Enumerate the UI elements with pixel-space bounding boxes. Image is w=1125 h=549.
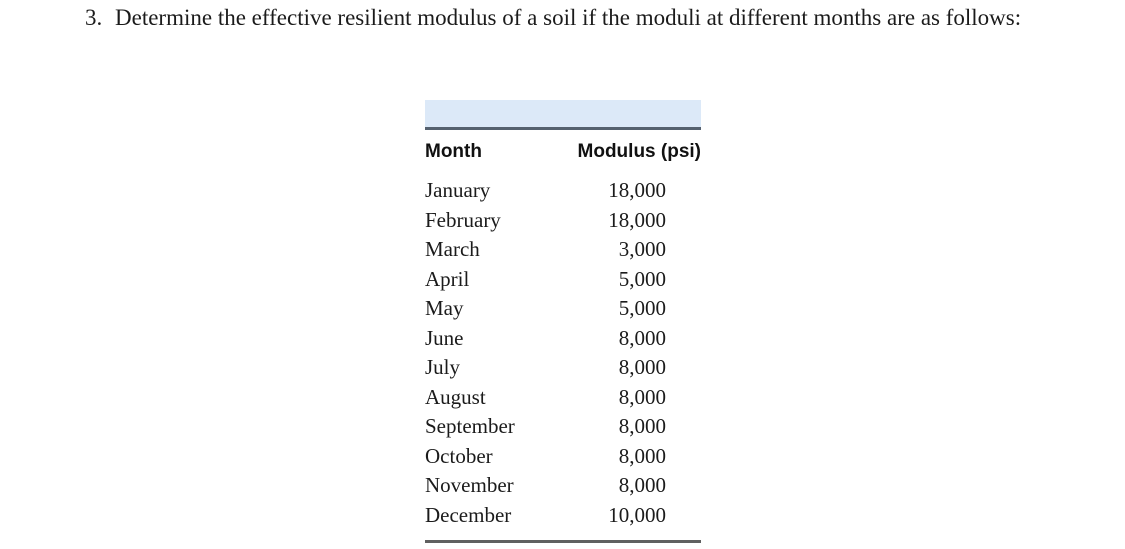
modulus-cell: 5,000: [618, 266, 666, 291]
modulus-cell: 18,000: [608, 207, 666, 232]
table-row: February 18,000: [425, 206, 701, 236]
month-cell: December: [425, 502, 512, 527]
problem-number: 3.: [85, 5, 103, 30]
modulus-cell: 8,000: [618, 414, 666, 438]
month-cell: April: [425, 266, 470, 291]
modulus-cell: 18,000: [608, 178, 666, 202]
table-row: July 8,000: [425, 353, 701, 383]
table-row: September 8,000: [425, 412, 701, 442]
modulus-cell: 8,000: [618, 443, 666, 468]
month-cell: November: [425, 473, 514, 497]
month-cell: May: [425, 296, 464, 320]
table-header-row: Month Modulus (psi): [425, 141, 701, 163]
table-top-band: [425, 100, 701, 130]
table-body: January 18,000 February 18,000 March 3,0…: [425, 176, 701, 530]
table-row: October 8,000: [425, 442, 701, 472]
month-cell: September: [425, 414, 515, 438]
month-cell: March: [425, 237, 480, 261]
table-row: May 5,000: [425, 294, 701, 324]
month-cell: July: [425, 355, 461, 379]
modulus-cell: 10,000: [608, 502, 666, 527]
table-row: December 10,000: [425, 501, 701, 531]
modulus-cell: 5,000: [618, 296, 666, 320]
table-bottom-rule: [425, 540, 701, 543]
table-row: April 5,000: [425, 265, 701, 295]
month-cell: August: [425, 384, 486, 409]
modulus-cell: 8,000: [618, 384, 666, 409]
modulus-cell: 3,000: [618, 237, 666, 261]
month-column-header: Month: [425, 141, 482, 162]
problem-text: Determine the effective resilient modulu…: [115, 5, 1022, 30]
table-row: March 3,000: [425, 235, 701, 265]
modulus-cell: 8,000: [618, 355, 666, 379]
month-cell: January: [425, 178, 491, 202]
moduli-table: Month Modulus (psi) January 18,000 Febru…: [425, 100, 701, 543]
modulus-column-header: Modulus (psi): [577, 141, 701, 162]
table-row: June 8,000: [425, 324, 701, 354]
month-cell: October: [425, 443, 493, 468]
month-cell: June: [425, 325, 464, 350]
modulus-cell: 8,000: [618, 473, 666, 497]
month-cell: February: [425, 207, 501, 232]
table-row: January 18,000: [425, 176, 701, 206]
modulus-cell: 8,000: [618, 325, 666, 350]
table-row: August 8,000: [425, 383, 701, 413]
table-row: November 8,000: [425, 471, 701, 501]
problem-statement: 3. Determine the effective resilient mod…: [85, 2, 1070, 33]
